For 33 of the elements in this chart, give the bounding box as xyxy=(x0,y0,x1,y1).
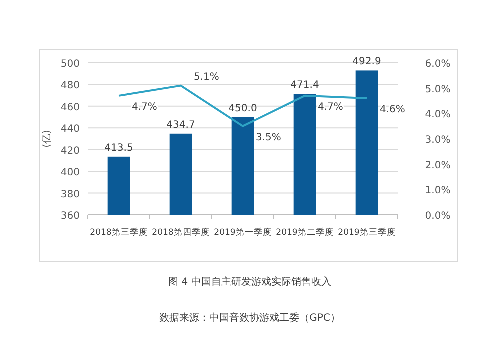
data-label: 4.7% xyxy=(132,102,158,113)
y-tick-label: 420 xyxy=(60,146,80,157)
y-tick-label: 400 xyxy=(60,168,80,179)
data-label: 413.5 xyxy=(104,142,134,154)
data-label: 3.5% xyxy=(256,132,282,144)
x-tick-label: 2018第四季度 xyxy=(152,227,210,238)
x-tick-label: 2019第一季度 xyxy=(214,227,272,238)
y2-tick-label: 2.0% xyxy=(425,160,451,172)
y-tick-label: 360 xyxy=(60,211,80,222)
y-tick-label: 480 xyxy=(60,80,80,92)
caption: 图 4 中国自主研发游戏实际销售收入 xyxy=(168,276,332,288)
y2-tick-label: 3.0% xyxy=(425,135,451,146)
source-note: 数据来源：中国音数协游戏工委（GPC） xyxy=(160,312,340,324)
x-tick-label: 2019第三季度 xyxy=(338,227,396,238)
data-label: 4.7% xyxy=(318,102,344,113)
y2-tick-label: 5.0% xyxy=(425,84,451,96)
y-axis-title: (亿) xyxy=(42,130,53,148)
y-tick-label: 440 xyxy=(60,124,80,136)
data-label: 492.9 xyxy=(352,56,382,68)
data-label: 450.0 xyxy=(228,103,258,114)
y2-tick-label: 4.0% xyxy=(425,110,451,121)
data-label: 434.7 xyxy=(166,120,196,131)
x-tick-label: 2018第三季度 xyxy=(90,227,148,238)
y-tick-label: 500 xyxy=(60,59,80,70)
x-tick-label: 2019第二季度 xyxy=(276,227,334,238)
data-label: 5.1% xyxy=(194,72,220,83)
y2-tick-label: 1.0% xyxy=(425,186,451,197)
data-label: 471.4 xyxy=(290,80,320,92)
y-tick-label: 380 xyxy=(60,189,80,200)
y-tick-label: 460 xyxy=(60,102,80,114)
data-label: 4.6% xyxy=(380,104,406,116)
y2-tick-label: 6.0% xyxy=(425,59,451,70)
y2-tick-label: 0.0% xyxy=(425,211,451,222)
